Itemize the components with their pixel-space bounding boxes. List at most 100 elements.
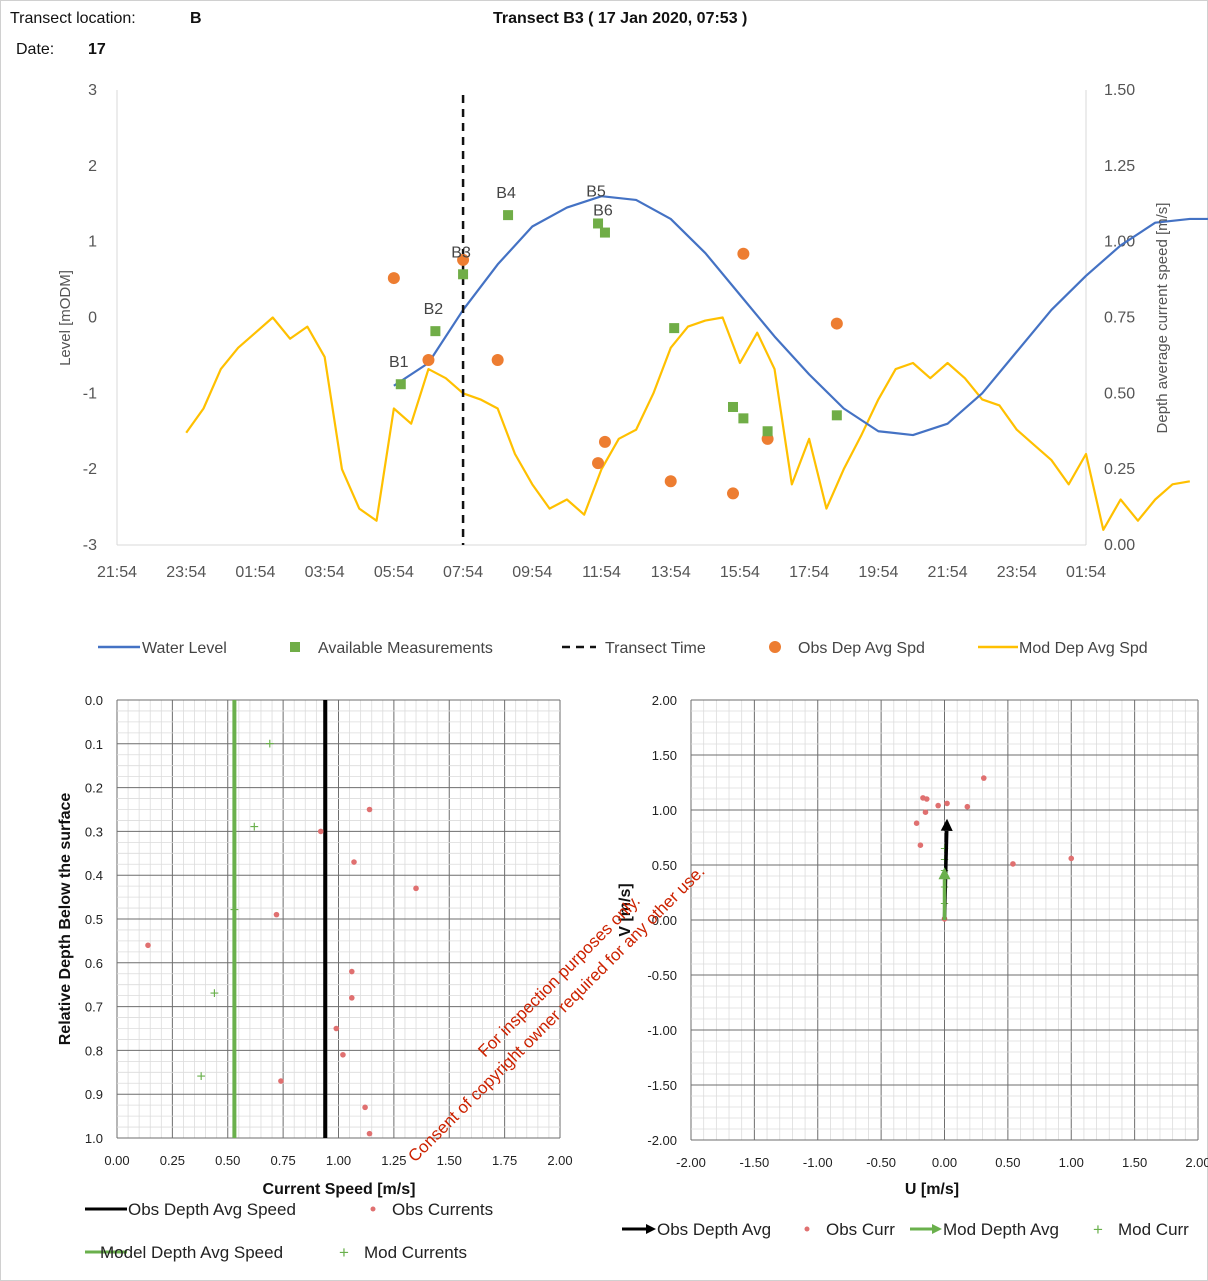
profile-y-tick-label: 0.4 (85, 868, 103, 883)
speed-profile-series: + + + + + (145, 700, 419, 1138)
time-series-y2-axis-label: Depth average current speed [m/s] (1154, 203, 1171, 434)
obs-current-point (366, 1130, 373, 1137)
uv-plot-series: +++++ (913, 775, 1075, 922)
obs-current-point (366, 806, 373, 813)
time-series-axes: 21:54 23:54 01:54 03:54 05:54 07:54 09:54 11:54… (83, 82, 1135, 581)
profile-x-tick-label: 1.25 (381, 1153, 406, 1168)
ts-y2-tick-label: 1.25 (1104, 158, 1135, 175)
ts-y2-tick-label: 1.00 (1104, 234, 1135, 251)
obs-current-point (145, 942, 151, 949)
ts-x-tick-label: 21:54 (928, 564, 968, 581)
measurement-marker (762, 426, 773, 437)
legend-obs-curr: Obs Curr (826, 1220, 895, 1239)
ts-y2-tick-label: 0.75 (1104, 310, 1135, 327)
profile-x-tick-label: 0.50 (215, 1153, 240, 1168)
ts-y2-tick-label: 0.00 (1104, 537, 1135, 554)
uv-x-tick-label: 0.00 (932, 1155, 957, 1170)
ts-x-tick-label: 15:54 (720, 564, 760, 581)
uv-plot-grid: -2.00 -1.50 -1.00 -0.50 0.00 0.50 1.00 1.50 2.00… (647, 693, 1208, 1170)
uv-x-tick-label: -1.50 (740, 1155, 770, 1170)
legend-mod-curr-swatch: + (1093, 1220, 1103, 1239)
profile-y-tick-label: 0.0 (85, 693, 103, 708)
water-level-line (393, 195, 1208, 437)
measurement-marker (831, 410, 842, 421)
legend-transect-time: Transect Time (605, 640, 706, 657)
ts-x-tick-label: 23:54 (997, 564, 1037, 581)
ts-y-tick-label: -2 (83, 461, 97, 478)
ts-x-tick-label: 17:54 (789, 564, 829, 581)
obs-curr-point (917, 842, 924, 848)
uv-y-tick-label: 1.00 (652, 803, 677, 818)
measurement-marker (599, 227, 610, 238)
mod-current-point: + (196, 1069, 205, 1086)
legend-model-depth-avg-speed: Model Depth Avg Speed (100, 1243, 283, 1262)
measurement-marker (503, 210, 514, 221)
obs-current-point (317, 828, 324, 835)
transect-location-label: Transect location: (10, 10, 136, 27)
ts-y-tick-label: -3 (83, 537, 97, 554)
ts-y2-tick-label: 0.25 (1104, 461, 1135, 478)
measurement-label: B2 (424, 301, 444, 318)
ts-y-tick-label: 0 (88, 310, 97, 327)
obs-current-point (333, 1025, 340, 1032)
time-series-series: B1 B2 B3 B4 B5 B6 (185, 95, 1208, 545)
mod-dep-avg-spd-line (185, 316, 1191, 531)
obs-dep-avg-spd-point (387, 272, 400, 285)
profile-y-tick-label: 1.0 (85, 1131, 103, 1146)
legend-obs-curr-swatch (804, 1226, 810, 1232)
uv-y-tick-label: 0.00 (652, 913, 677, 928)
uv-plot-chart: -2.00 -1.50 -1.00 -0.50 0.00 0.50 1.00 1.50 2.00… (617, 693, 1208, 1239)
legend-mod-currents-swatch: + (339, 1243, 349, 1262)
uv-plot-x-axis-label: U [m/s] (905, 1181, 959, 1198)
obs-dep-avg-spd-point (830, 317, 843, 330)
obs-curr-point (923, 796, 930, 802)
mod-current-point: + (210, 985, 219, 1002)
mod-depth-avg-arrow-head (938, 867, 951, 880)
mod-current-point: + (230, 902, 239, 919)
profile-y-tick-label: 0.2 (85, 781, 103, 796)
ts-y2-tick-label: 0.50 (1104, 385, 1135, 402)
measurement-label: B5 (586, 183, 606, 200)
obs-curr-point (1068, 855, 1075, 862)
obs-curr-point (944, 800, 950, 807)
uv-y-tick-label: -1.50 (647, 1078, 677, 1093)
legend-obs-depth-avg-speed: Obs Depth Avg Speed (128, 1200, 296, 1219)
obs-current-point (348, 995, 355, 1001)
measurement-marker (738, 413, 749, 424)
measurement-label: B4 (496, 185, 516, 202)
ts-x-tick-label: 01:54 (235, 564, 275, 581)
ts-x-tick-label: 05:54 (374, 564, 414, 581)
uv-y-tick-label: 2.00 (652, 693, 677, 708)
legend-obs-depth-avg-arrowhead (646, 1224, 656, 1234)
date-label: Date: (16, 41, 55, 58)
uv-y-tick-label: 1.50 (652, 748, 677, 763)
measurement-marker (395, 379, 406, 390)
obs-current-point (278, 1078, 284, 1084)
profile-x-tick-label: 2.00 (547, 1153, 572, 1168)
mod-current-point: + (265, 736, 274, 753)
obs-current-point (340, 1051, 346, 1058)
obs-dep-avg-spd-point (491, 353, 504, 366)
measurement-marker (430, 326, 441, 337)
ts-x-tick-label: 03:54 (305, 564, 345, 581)
speed-profile-y-axis-label: Relative Depth Below the surface (57, 793, 74, 1046)
profile-x-tick-label: 1.75 (492, 1153, 517, 1168)
ts-y-tick-label: -1 (83, 385, 97, 402)
profile-y-tick-label: 0.5 (85, 912, 103, 927)
profile-x-tick-label: 1.00 (326, 1153, 351, 1168)
legend-obs-speed-swatch (769, 641, 781, 653)
obs-current-point (362, 1104, 368, 1111)
profile-x-tick-label: 1.50 (437, 1153, 462, 1168)
speed-profile-chart: 0.00 0.25 0.50 0.75 1.00 1.25 1.50 1.75 2.00 0.0 0… (57, 693, 573, 1262)
ts-y-tick-label: 2 (88, 158, 97, 175)
ts-y-tick-label: 3 (88, 82, 97, 99)
uv-plot-legend: Obs Depth Avg Obs Curr Mod Depth Avg + M… (622, 1220, 1189, 1239)
obs-curr-point (980, 775, 987, 781)
date-value: 17 (88, 41, 106, 58)
legend-mod-speed: Mod Dep Avg Spd (1019, 640, 1148, 657)
obs-curr-point (964, 803, 971, 810)
page-title: Transect B3 ( 17 Jan 2020, 07:53 ) (493, 10, 748, 27)
time-series-y-axis-label: Level [mODM] (57, 270, 74, 366)
profile-y-tick-label: 0.6 (85, 956, 103, 971)
legend-obs-currents: Obs Currents (392, 1200, 493, 1219)
